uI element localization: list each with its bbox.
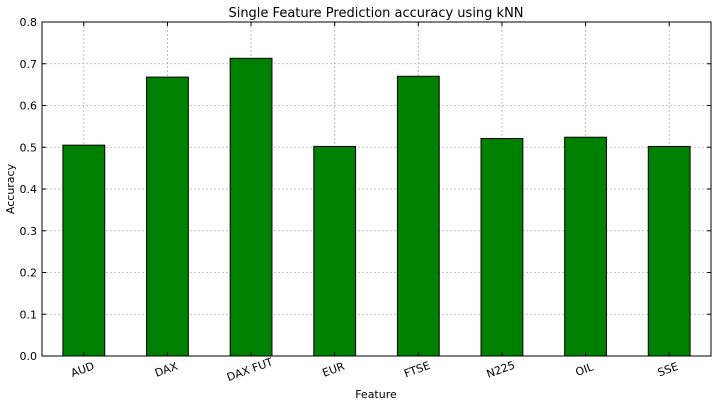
bar-oil xyxy=(564,136,607,357)
y-tick-label: 0.6 xyxy=(20,100,38,113)
y-tick-label: 0.3 xyxy=(20,225,38,238)
y-axis-ticks: 0.0 0.1 0.2 0.3 0.4 0.5 0.6 0.7 0.8 xyxy=(20,16,711,363)
x-tick-label: DAX xyxy=(153,359,180,379)
y-tick-label: 0.7 xyxy=(20,58,38,71)
bar-sse xyxy=(647,145,691,357)
chart-title: Single Feature Prediction accuracy using… xyxy=(228,6,523,21)
bar-eur xyxy=(313,145,357,357)
y-tick-label: 0.4 xyxy=(20,183,38,196)
bar-dax xyxy=(146,76,189,357)
bar-ftse xyxy=(396,75,440,357)
bar-n225 xyxy=(480,137,524,357)
x-axis-title: Feature xyxy=(355,388,397,401)
x-tick-label: FTSE xyxy=(402,359,432,380)
bar-dax-fut xyxy=(229,57,273,357)
y-tick-label: 0.1 xyxy=(20,308,38,321)
x-tick-label: AUD xyxy=(69,359,96,379)
bars xyxy=(62,57,691,357)
x-tick-label: OIL xyxy=(574,360,596,379)
y-tick-label: 0.5 xyxy=(20,141,38,154)
y-tick-label: 0.2 xyxy=(20,267,38,280)
bar-aud xyxy=(62,144,106,357)
y-tick-label: 0.0 xyxy=(20,350,38,363)
y-tick-label: 0.8 xyxy=(20,16,38,29)
x-tick-label: EUR xyxy=(321,360,347,380)
grid-lines xyxy=(42,21,711,357)
x-tick-label: N225 xyxy=(485,359,517,381)
y-axis-title: Accuracy xyxy=(4,163,17,214)
x-tick-label: SSE xyxy=(656,360,680,379)
x-tick-label: DAX FUT xyxy=(225,355,275,384)
